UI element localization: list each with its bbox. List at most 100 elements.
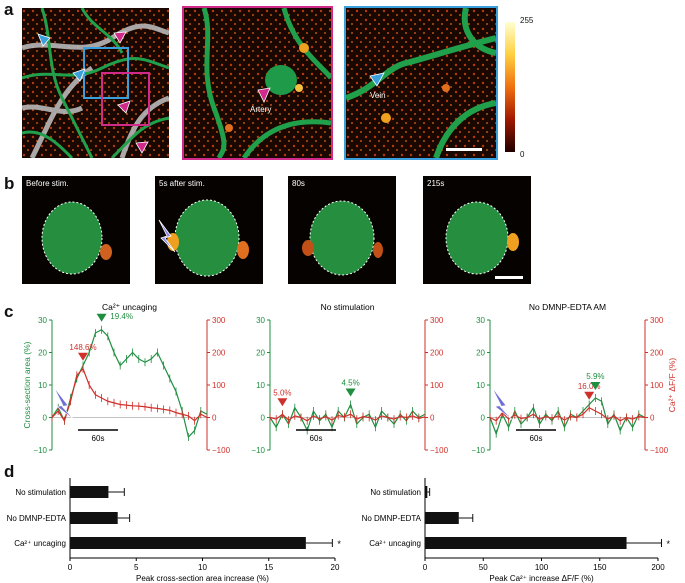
scale-bar-label: 60s	[92, 434, 105, 443]
left-tick-label: 20	[476, 349, 485, 358]
left-tick-label: 20	[256, 349, 265, 358]
peak-label-area: 4.5%	[341, 379, 359, 388]
x-tick-label: 0	[423, 563, 428, 572]
x-axis-title: Peak cross-section area increase (%)	[136, 574, 269, 583]
left-tick-label: 0	[261, 414, 266, 423]
x-tick-label: 15	[264, 563, 273, 572]
right-tick-label: 300	[212, 316, 226, 325]
colorbar-max-label: 255	[520, 16, 534, 25]
calcium-series-line	[269, 413, 426, 422]
panel-letter-b: b	[4, 174, 15, 193]
right-tick-label: 100	[650, 381, 664, 390]
peak-marker-red	[277, 398, 288, 407]
right-tick-label: −100	[650, 446, 669, 455]
overview-image	[22, 8, 169, 158]
frame-label: 80s	[292, 179, 305, 188]
left-axis-title: Cross-section area (%)	[22, 341, 32, 428]
x-tick-label: 20	[331, 563, 340, 572]
category-label: No DMNP-EDTA	[7, 514, 67, 523]
left-tick-label: 0	[43, 414, 48, 423]
right-tick-label: 300	[650, 316, 664, 325]
area-series-line	[269, 402, 426, 433]
right-tick-label: 0	[650, 414, 655, 423]
left-tick-label: 30	[476, 316, 485, 325]
panel-letter-a: a	[4, 0, 14, 19]
vein-zoom-image: Vein	[344, 6, 498, 160]
scale-bar-label: 60s	[310, 434, 323, 443]
left-tick-label: 10	[256, 381, 265, 390]
x-tick-label: 50	[479, 563, 488, 572]
category-label: No DMNP-EDTA	[362, 514, 422, 523]
category-label: Ca²⁺ uncaging	[369, 539, 421, 548]
bar	[70, 537, 306, 549]
peak-label-calcium: 148.6%	[69, 343, 96, 352]
bar	[70, 486, 109, 498]
area-series-line	[489, 397, 646, 436]
frame-label: 5s after stim.	[159, 179, 205, 188]
left-tick-label: 20	[38, 349, 47, 358]
category-label: No stimulation	[370, 488, 421, 497]
chart-title: No DMNP-EDTA AM	[529, 302, 606, 312]
colorbar	[505, 22, 515, 152]
left-tick-label: 10	[476, 381, 485, 390]
frame-label: 215s	[427, 179, 445, 188]
right-tick-label: 200	[430, 349, 444, 358]
panel-letter-d: d	[4, 462, 15, 481]
scale-bar-label: 60s	[530, 434, 543, 443]
peak-label-area: 19.4%	[110, 312, 133, 321]
left-tick-label: 10	[38, 381, 47, 390]
peak-marker-red	[584, 391, 595, 400]
right-tick-label: 200	[212, 349, 226, 358]
panel-letter-c: c	[4, 302, 14, 321]
significance-star: *	[337, 539, 341, 549]
peak-marker-green	[96, 313, 107, 322]
calcium-series-line	[51, 367, 208, 423]
peak-marker-red	[78, 352, 88, 361]
timelapse-frame-5s: 5s after stim.	[155, 176, 263, 284]
stimulation-bolt-icon	[491, 387, 513, 420]
category-label: No stimulation	[15, 488, 66, 497]
right-axis-title: Ca²⁺ ΔF/F (%)	[667, 358, 677, 413]
peak-marker-green	[590, 382, 601, 390]
peak-label-calcium: 16.0%	[578, 382, 601, 391]
bar	[425, 512, 459, 524]
left-tick-label: −10	[471, 446, 485, 455]
peak-marker-green	[345, 388, 356, 397]
calcium-series-line	[489, 407, 646, 422]
timelapse-frame-215s: 215s	[423, 176, 531, 284]
vein-label: Vein	[370, 91, 386, 100]
artery-zoom-image: Artery	[182, 6, 333, 160]
area-series-line	[51, 329, 208, 439]
left-tick-label: −10	[251, 446, 265, 455]
right-tick-label: 0	[212, 414, 217, 423]
left-tick-label: −10	[33, 446, 47, 455]
right-tick-label: 100	[212, 381, 226, 390]
x-axis-title: Peak Ca²⁺ increase ΔF/F (%)	[489, 574, 594, 583]
x-tick-label: 100	[535, 563, 549, 572]
stimulation-bolt-icon	[53, 387, 75, 420]
right-tick-label: −100	[212, 446, 231, 455]
bar	[425, 486, 428, 498]
right-tick-label: 200	[650, 349, 664, 358]
left-tick-label: 30	[38, 316, 47, 325]
significance-star: *	[666, 539, 670, 549]
x-tick-label: 150	[593, 563, 607, 572]
bar	[425, 537, 627, 549]
right-tick-label: −100	[430, 446, 449, 455]
panel-c-line-charts: Ca²⁺ uncaging3020100−103002001000−100148…	[22, 302, 677, 455]
peak-label-calcium: 5.0%	[273, 388, 291, 397]
panel-d-bar-charts: 0 5 10 15 20 Peak cross-section area increase…	[7, 478, 670, 583]
x-tick-label: 200	[651, 563, 665, 572]
chart-title: No stimulation	[321, 302, 375, 312]
left-tick-label: 0	[481, 414, 486, 423]
x-tick-label: 10	[198, 563, 207, 572]
right-tick-label: 0	[430, 414, 435, 423]
artery-label: Artery	[250, 105, 272, 114]
colorbar-min-label: 0	[520, 150, 525, 159]
category-label: Ca²⁺ uncaging	[14, 539, 66, 548]
timelapse-frame-before: Before stim.	[22, 176, 130, 284]
peak-label-area: 5.9%	[586, 372, 604, 381]
bar	[70, 512, 118, 524]
chart-title: Ca²⁺ uncaging	[102, 302, 157, 312]
right-tick-label: 100	[430, 381, 444, 390]
